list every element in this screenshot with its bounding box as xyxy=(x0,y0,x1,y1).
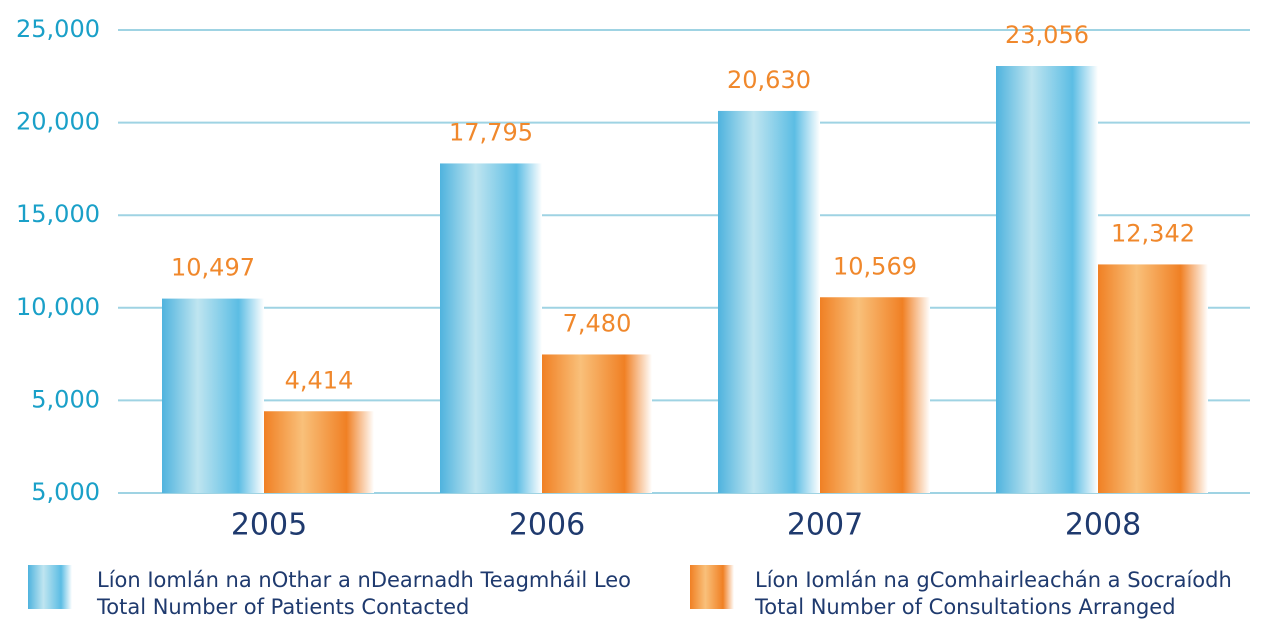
data-label: 7,480 xyxy=(563,309,632,337)
x-tick-label: 2007 xyxy=(787,508,863,543)
x-tick-label: 2008 xyxy=(1065,508,1141,543)
y-tick-label: 5,000 xyxy=(31,385,100,413)
data-label: 10,569 xyxy=(833,252,917,280)
legend-swatch xyxy=(690,565,734,609)
data-label: 4,414 xyxy=(285,366,354,394)
y-tick-label: 20,000 xyxy=(16,108,100,136)
y-tick-label: 15,000 xyxy=(16,200,100,228)
legend-label: Líon Iomlán na gComhairleachán a Socraío… xyxy=(755,568,1232,592)
bar xyxy=(440,163,542,494)
y-tick-label: 10,000 xyxy=(16,293,100,321)
y-tick-label: 25,000 xyxy=(16,15,100,43)
data-label: 10,497 xyxy=(171,254,255,282)
x-tick-label: 2006 xyxy=(509,508,585,543)
bar xyxy=(542,354,652,493)
bar xyxy=(1098,264,1208,493)
bar xyxy=(162,298,264,493)
data-label: 20,630 xyxy=(727,66,811,94)
data-label: 17,795 xyxy=(449,118,533,146)
bar xyxy=(996,66,1098,494)
legend-label: Total Number of Consultations Arranged xyxy=(754,595,1176,619)
bar xyxy=(264,411,374,493)
legend-label: Líon Iomlán na nOthar a nDearnadh Teagmh… xyxy=(97,568,631,592)
bar xyxy=(820,297,930,493)
x-tick-label: 2005 xyxy=(231,508,307,543)
bar xyxy=(718,110,820,493)
data-label: 12,342 xyxy=(1111,219,1195,247)
legend-label: Total Number of Patients Contacted xyxy=(96,595,469,619)
y-tick-label: 5,000 xyxy=(31,478,100,506)
legend-swatch xyxy=(28,565,72,609)
data-label: 23,056 xyxy=(1005,21,1089,49)
